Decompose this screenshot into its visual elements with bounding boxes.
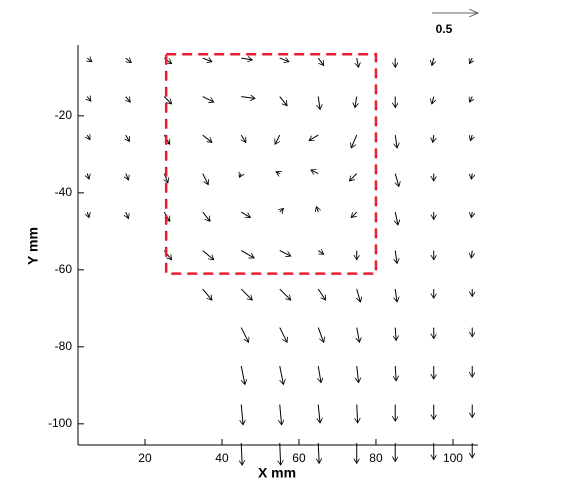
vector — [432, 57, 434, 65]
vector — [241, 404, 243, 425]
vector — [125, 58, 132, 63]
vector — [469, 97, 472, 103]
vector — [311, 170, 319, 174]
vector — [202, 173, 209, 185]
vector — [163, 96, 171, 104]
vector — [309, 134, 319, 142]
vector — [240, 250, 254, 258]
x-tick-label: 20 — [138, 451, 152, 465]
vector — [318, 251, 324, 255]
x-tick-label: 80 — [369, 451, 383, 465]
y-tick-label: -60 — [55, 262, 73, 276]
vector — [318, 443, 319, 463]
vector — [280, 208, 284, 212]
vector — [316, 207, 318, 213]
x-axis-title: X mm — [258, 465, 296, 481]
vector — [240, 327, 248, 343]
vector — [357, 404, 358, 423]
vector — [241, 58, 252, 60]
vector — [469, 58, 472, 64]
vector — [279, 58, 289, 62]
vector — [471, 212, 472, 218]
vector — [240, 288, 252, 300]
reference-label: 0.5 — [436, 22, 453, 36]
vector — [317, 327, 324, 343]
vector — [202, 288, 212, 300]
vector — [351, 134, 358, 148]
vector — [87, 58, 92, 62]
vector — [355, 96, 357, 108]
vector — [349, 173, 358, 181]
y-tick-label: -100 — [48, 416, 72, 430]
vector — [126, 173, 129, 180]
vector — [351, 211, 358, 218]
vector — [240, 211, 250, 219]
vector — [126, 211, 129, 218]
y-axis-title: Y mm — [25, 227, 41, 265]
vector — [395, 173, 399, 187]
vector — [357, 366, 359, 383]
vector — [395, 289, 397, 302]
highlight-region — [164, 52, 378, 275]
vector — [239, 174, 241, 178]
vector — [357, 57, 359, 67]
vector — [87, 135, 91, 140]
vector — [126, 96, 131, 103]
vector — [279, 288, 291, 300]
vector — [357, 327, 360, 343]
vector — [318, 365, 321, 383]
y-tick-label: -40 — [55, 185, 73, 199]
vector — [276, 172, 280, 174]
vector — [164, 173, 168, 183]
vector — [280, 443, 281, 465]
vector — [318, 96, 320, 110]
vector — [395, 327, 396, 341]
y-tick-label: -80 — [55, 339, 73, 353]
vector — [87, 174, 89, 180]
vector — [280, 404, 282, 425]
vector — [202, 211, 210, 221]
x-tick-label: 40 — [215, 451, 229, 465]
vector — [317, 57, 324, 65]
vector — [279, 327, 287, 343]
vector — [87, 212, 89, 218]
y-tick-label: -20 — [55, 108, 73, 122]
vector — [470, 135, 472, 141]
vector — [241, 443, 242, 465]
vector — [202, 58, 212, 62]
vector — [395, 250, 397, 264]
x-tick-label: 100 — [443, 451, 463, 465]
vector — [432, 96, 434, 104]
vector — [202, 134, 212, 142]
vector — [317, 288, 325, 300]
vector — [275, 134, 281, 144]
vector — [395, 135, 397, 148]
vector — [318, 404, 320, 423]
vector — [202, 96, 214, 103]
vector — [279, 96, 287, 106]
vector — [241, 134, 247, 142]
vector — [241, 97, 255, 99]
vector — [279, 365, 284, 384]
vector — [433, 135, 434, 142]
vector — [471, 173, 472, 180]
vector — [471, 250, 472, 258]
vector — [395, 211, 398, 225]
vector — [279, 250, 291, 257]
vector — [240, 365, 245, 384]
vector — [357, 288, 361, 302]
vector — [87, 97, 91, 102]
vector — [202, 250, 214, 260]
vector — [395, 366, 396, 381]
x-tick-label: 60 — [292, 451, 306, 465]
vector — [126, 134, 130, 141]
